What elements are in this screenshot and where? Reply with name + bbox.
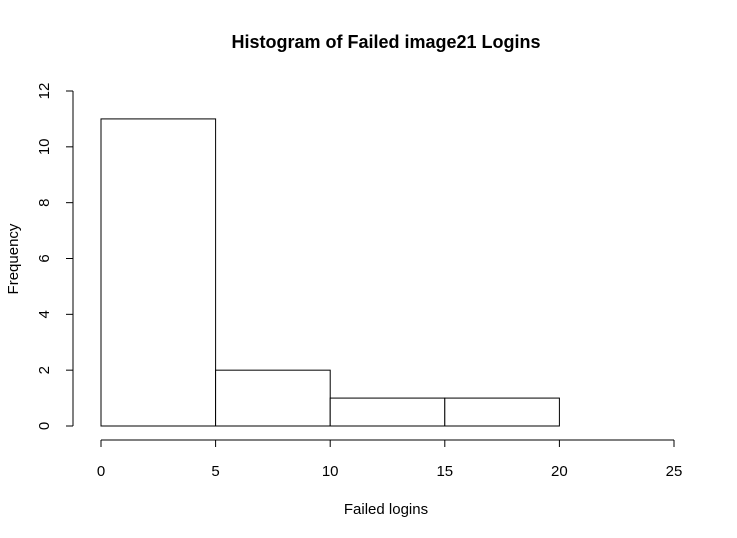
y-axis-label: Frequency [5, 223, 22, 294]
x-tick-label-0: 0 [97, 463, 105, 480]
y-tick-label-6: 6 [36, 254, 53, 262]
x-tick-label-15: 15 [436, 463, 453, 480]
x-tick-label-5: 5 [211, 463, 219, 480]
y-tick-label-12: 12 [36, 83, 53, 100]
x-axis: 0 5 10 15 20 25 [97, 439, 683, 480]
histogram-bar-5-10 [215, 369, 331, 427]
chart-title: Histogram of Failed image21 Logins [231, 32, 540, 52]
x-tick-label-25: 25 [666, 463, 683, 480]
x-axis-label: Failed logins [344, 501, 428, 518]
x-tick-label-10: 10 [322, 463, 339, 480]
y-axis: 0 2 4 6 8 10 12 [36, 83, 74, 430]
y-tick-label-4: 4 [36, 310, 53, 318]
y-tick-label-8: 8 [36, 198, 53, 206]
bars-group [100, 118, 560, 427]
y-tick-label-2: 2 [36, 366, 53, 374]
x-tick-label-20: 20 [551, 463, 568, 480]
y-tick-label-10: 10 [36, 138, 53, 155]
histogram-bar-0-5 [100, 118, 217, 427]
y-tick-label-0: 0 [36, 422, 53, 430]
histogram-bar-15-20 [444, 397, 560, 427]
histogram-bar-10-15 [329, 397, 446, 427]
